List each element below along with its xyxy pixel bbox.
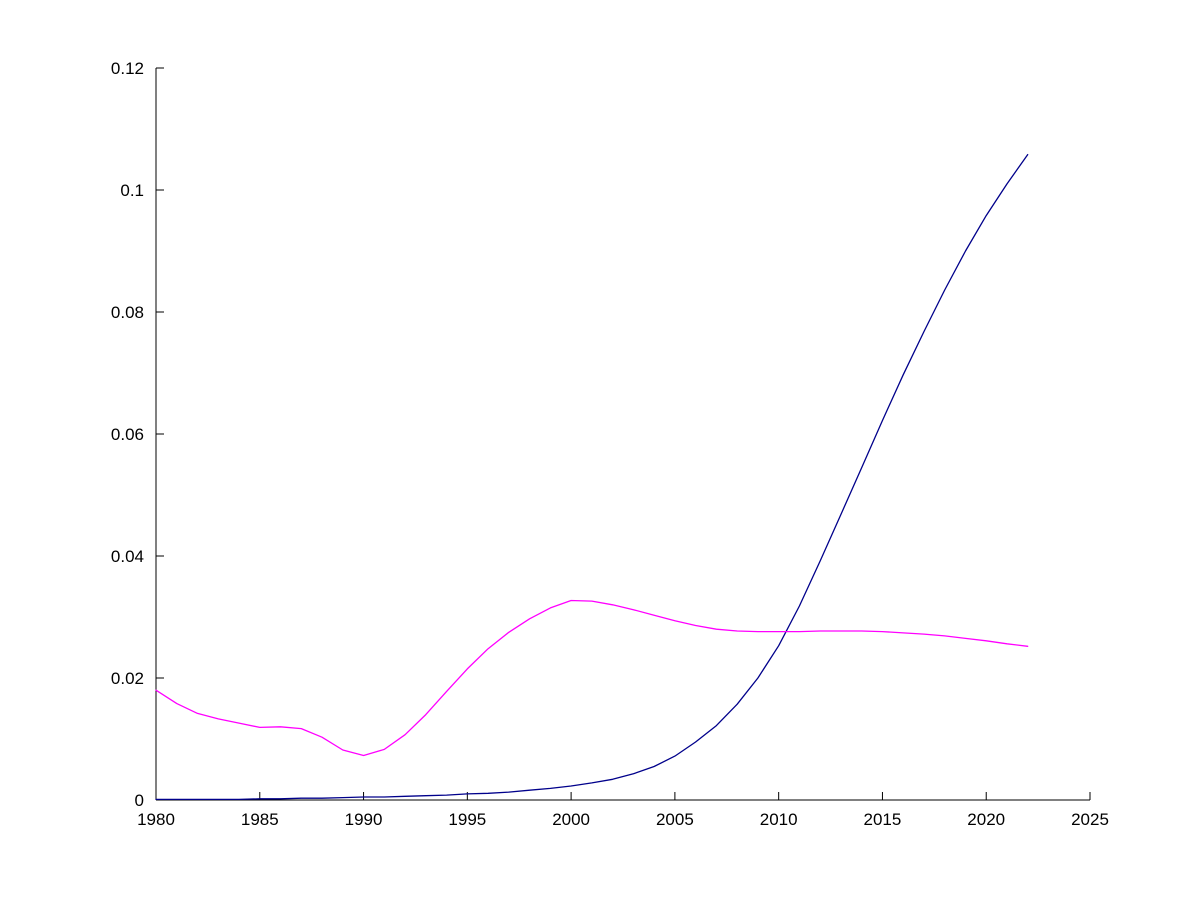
x-tick-label-1990: 1990: [345, 810, 383, 829]
y-tick-label-0.06: 0.06: [111, 425, 144, 444]
y-tick-label-0.02: 0.02: [111, 669, 144, 688]
x-tick-label-2000: 2000: [552, 810, 590, 829]
x-tick-label-2025: 2025: [1071, 810, 1109, 829]
x-tick-label-1980: 1980: [137, 810, 175, 829]
series-magenta-line: [155, 599, 1029, 757]
x-tick-label-2020: 2020: [967, 810, 1005, 829]
x-tick-label-1985: 1985: [241, 810, 279, 829]
y-tick-label-0: 0: [135, 791, 144, 810]
y-tick-label-0.08: 0.08: [111, 303, 144, 322]
series-blue-rising-line: [155, 153, 1029, 801]
x-tick-label-2005: 2005: [656, 810, 694, 829]
x-tick-label-1995: 1995: [448, 810, 486, 829]
x-tick-label-2015: 2015: [864, 810, 902, 829]
y-tick-label-0.1: 0.1: [120, 181, 144, 200]
y-tick-label-0.12: 0.12: [111, 59, 144, 78]
y-tick-label-0.04: 0.04: [111, 547, 144, 566]
x-tick-label-2010: 2010: [760, 810, 798, 829]
